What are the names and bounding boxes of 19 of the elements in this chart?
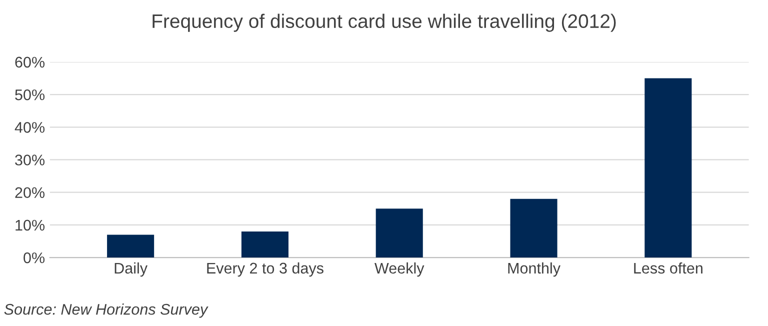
y-tick-label: 20% — [15, 187, 45, 198]
x-tick-label: Weekly — [374, 262, 424, 277]
bar — [376, 208, 423, 258]
bar — [241, 231, 288, 258]
x-tick-label: Monthly — [508, 262, 560, 277]
y-tick-label: 10% — [16, 220, 45, 231]
x-tick-label: Every 2 to 3 days — [207, 262, 324, 277]
y-tick-label: 60% — [15, 56, 45, 68]
bar — [644, 78, 692, 258]
source-note: Source: New Horizons Survey — [4, 304, 208, 318]
bar — [510, 198, 558, 258]
y-tick-label: 40% — [14, 122, 45, 133]
y-tick-label: 30% — [15, 154, 45, 166]
chart-title: Frequency of discount card use while travelling (2012) — [152, 14, 616, 32]
y-tick-label: 50% — [15, 89, 45, 100]
x-tick-label: Daily — [114, 262, 148, 277]
y-tick-label: 0% — [24, 252, 45, 264]
bar — [107, 234, 154, 258]
x-tick-label: Less often — [634, 262, 702, 274]
